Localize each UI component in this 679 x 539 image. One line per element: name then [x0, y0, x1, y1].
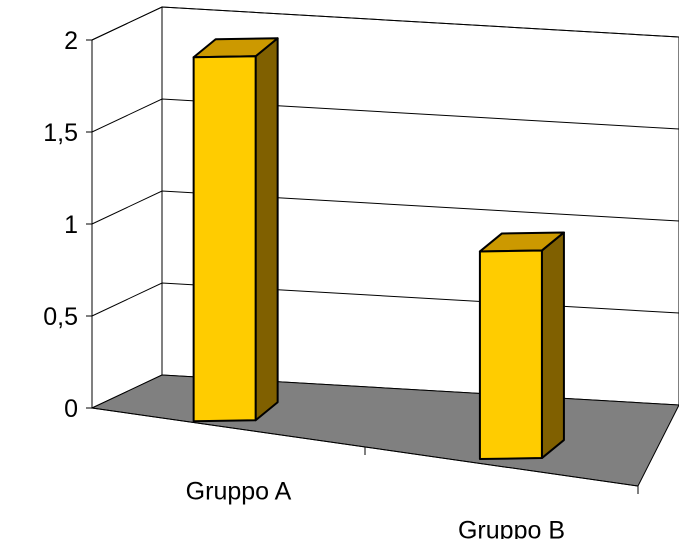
bars — [192, 37, 565, 461]
gridline — [91, 190, 679, 225]
x-axis-ticks: Gruppo A Gruppo B — [186, 447, 639, 539]
bar — [478, 231, 565, 461]
x-tick-label: Gruppo A — [186, 478, 292, 506]
bar-side-face — [540, 231, 565, 460]
y-axis-ticks: 0 0,5 1 1,5 2 — [43, 27, 92, 423]
bar-front-face — [192, 55, 257, 423]
y-tick-label: 1,5 — [43, 119, 78, 147]
y-tick-label: 0 — [64, 395, 78, 423]
bar — [192, 37, 279, 423]
y-tick-label: 2 — [64, 27, 78, 55]
gridline — [91, 6, 679, 41]
y-tick-label: 0,5 — [43, 303, 78, 331]
x-tick-label: Gruppo B — [458, 517, 565, 539]
y-tick-label: 1 — [64, 211, 78, 239]
bar-side-face — [254, 37, 279, 422]
gridline — [91, 98, 679, 133]
chart-walls — [91, 6, 679, 409]
bar-front-face — [478, 249, 543, 461]
